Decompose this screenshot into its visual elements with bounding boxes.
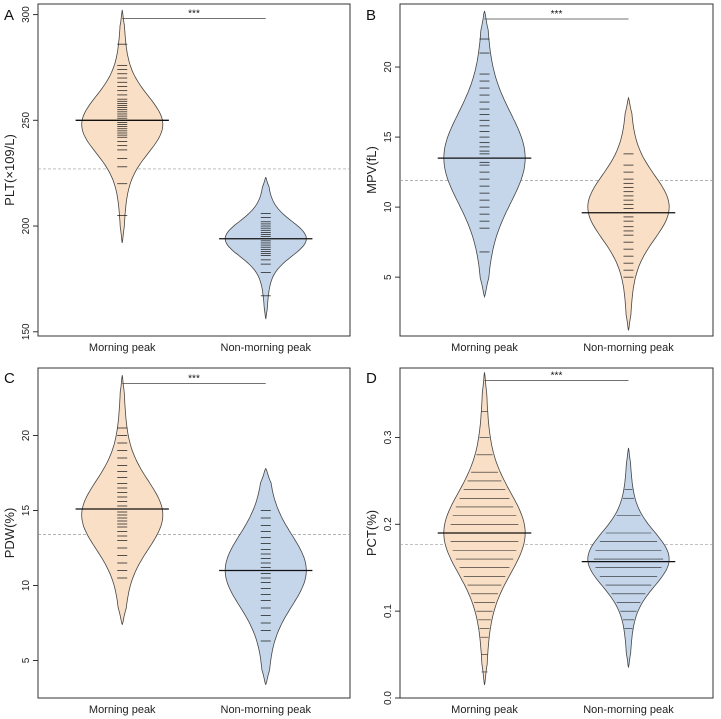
x-category-label: Morning peak <box>89 704 156 716</box>
y-tick-label: 5 <box>383 274 394 280</box>
y-tick-label: 0.1 <box>383 604 394 618</box>
y-tick-label: 15 <box>383 131 394 143</box>
panel-b: B 5 10 15 20 MPV(fL) Morning peak Non-morning p… <box>364 3 714 354</box>
panel-letter: C <box>4 370 15 387</box>
x-category-label: Non-morning peak <box>221 342 312 354</box>
significance-label: *** <box>188 8 200 19</box>
y-tick-label: 20 <box>383 61 394 73</box>
panel-letter: D <box>366 370 377 387</box>
violin-blue <box>224 177 307 320</box>
y-tick-label: 250 <box>21 112 32 129</box>
y-axis-label: PCT(%) <box>364 510 379 556</box>
significance-label: *** <box>551 9 563 20</box>
y-tick-label: 0.3 <box>383 430 394 444</box>
violin-orange <box>443 372 526 686</box>
y-tick-label: 5 <box>21 657 32 663</box>
significance-label: *** <box>188 374 200 385</box>
x-category-label: Non-morning peak <box>583 342 674 354</box>
y-tick-label: 300 <box>21 6 32 23</box>
x-category-label: Morning peak <box>451 342 518 354</box>
panel-a: A 150 200 250 300 PLT(×109/L) Morning peak Non-… <box>2 3 351 354</box>
y-tick-label: 15 <box>21 505 32 517</box>
violin-orange <box>81 375 164 625</box>
y-tick-label: 200 <box>21 217 32 234</box>
panel-letter: A <box>4 7 14 24</box>
panel-c: C 5 10 15 20 PDW(%) Morning peak Non-morning pe… <box>2 367 351 716</box>
y-axis-label: PLT(×109/L) <box>2 134 17 206</box>
significance-label: *** <box>551 370 563 381</box>
plot-frame <box>37 3 351 337</box>
y-tick-label: 10 <box>21 580 32 592</box>
y-axis-label: MPV(fL) <box>364 146 379 194</box>
violin-orange <box>587 96 670 331</box>
x-category-label: Morning peak <box>451 704 518 716</box>
panel-d: D 0.0 0.1 0.2 0.3 PCT(%) Morning peak Non-morni… <box>364 367 714 716</box>
violin-blue <box>224 468 307 685</box>
x-category-label: Non-morning peak <box>221 704 312 716</box>
plot-frame <box>399 367 714 699</box>
y-tick-label: 10 <box>383 201 394 213</box>
y-axis-label: PDW(%) <box>2 508 17 559</box>
x-category-label: Non-morning peak <box>583 704 674 716</box>
panel-letter: B <box>366 7 376 24</box>
plot-frame <box>37 367 351 699</box>
violin-blue <box>587 447 670 668</box>
plot-frame <box>399 3 714 337</box>
y-tick-label: 0.2 <box>383 517 394 531</box>
y-tick-label: 0.0 <box>383 691 394 705</box>
x-category-label: Morning peak <box>89 342 156 354</box>
y-tick-label: 20 <box>21 430 32 442</box>
y-tick-label: 150 <box>21 323 32 340</box>
